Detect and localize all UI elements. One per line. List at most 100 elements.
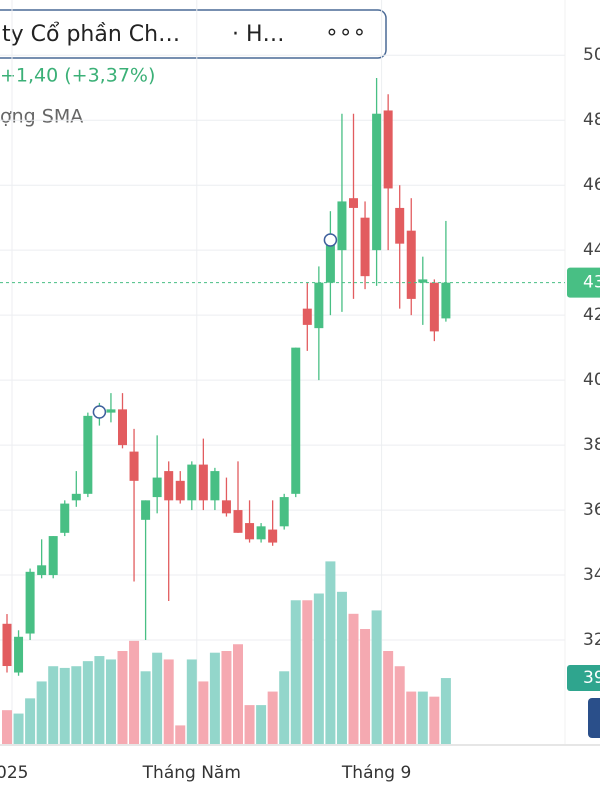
y-tick-label: 48 bbox=[583, 110, 600, 130]
volume-bar bbox=[175, 725, 186, 744]
y-tick-label: 44 bbox=[583, 240, 600, 260]
event-marker bbox=[92, 405, 107, 419]
volume-bar bbox=[325, 561, 336, 744]
menu-button[interactable]: ∘∘∘ bbox=[325, 20, 366, 45]
title: ty Cổ phần Ch… bbox=[2, 22, 180, 47]
candle-body bbox=[60, 503, 70, 533]
volume-bar bbox=[186, 659, 197, 744]
candle-body bbox=[141, 500, 151, 520]
exchange: · H… bbox=[232, 22, 285, 47]
candle-body bbox=[245, 523, 255, 540]
indicator-label: ợng SMA bbox=[0, 106, 83, 128]
volume-bar bbox=[279, 671, 290, 744]
candle-body bbox=[2, 623, 12, 667]
volume-bar bbox=[25, 698, 36, 744]
candle-body bbox=[418, 279, 428, 283]
volume-bar bbox=[152, 652, 163, 744]
last-volume-label: 39 bbox=[583, 668, 600, 688]
volume-bar bbox=[440, 678, 451, 744]
volume-bar bbox=[36, 681, 47, 744]
volume-bar bbox=[336, 591, 347, 744]
candle-body bbox=[383, 110, 393, 189]
volume-bar bbox=[383, 651, 394, 744]
y-tick-label: 42 bbox=[583, 305, 600, 325]
candle-body bbox=[279, 497, 289, 527]
candle-body bbox=[349, 198, 358, 208]
plot bbox=[0, 0, 565, 744]
candle-body bbox=[129, 451, 139, 481]
header-box[interactable] bbox=[0, 9, 387, 59]
candle-body bbox=[337, 201, 347, 251]
candle-body bbox=[83, 415, 93, 494]
candle-body bbox=[164, 471, 174, 501]
candle-body bbox=[406, 230, 416, 299]
y-tick-label: 32 bbox=[583, 630, 600, 650]
x-tick-label: 025 bbox=[0, 763, 28, 783]
volume-bar bbox=[302, 600, 313, 744]
volume-bar bbox=[244, 705, 255, 744]
volume-bar bbox=[406, 691, 417, 744]
candle-body bbox=[441, 282, 451, 319]
candle-body bbox=[198, 464, 208, 501]
volume-bar bbox=[313, 593, 324, 744]
y-tick-label: 34 bbox=[583, 565, 600, 585]
candle-body bbox=[302, 308, 312, 325]
candle-body bbox=[314, 282, 324, 329]
last-price-box bbox=[567, 267, 600, 298]
candle-body bbox=[37, 565, 47, 576]
volume-bar bbox=[209, 652, 220, 744]
volume-bar bbox=[290, 600, 301, 744]
volume-bar bbox=[140, 671, 151, 744]
volume-bar bbox=[394, 666, 405, 744]
last-volume-box bbox=[567, 665, 600, 692]
x-tick-label: Tháng 9 bbox=[341, 763, 411, 783]
candle-body bbox=[187, 464, 197, 501]
volume-bar bbox=[360, 629, 371, 744]
candle-body bbox=[210, 471, 220, 501]
volume-bar bbox=[71, 666, 82, 744]
candle-body bbox=[118, 409, 127, 446]
volume-bar bbox=[105, 659, 116, 744]
volume-bar bbox=[198, 681, 209, 744]
candle-body bbox=[25, 571, 35, 634]
volume-bar bbox=[429, 696, 440, 744]
volume-bar bbox=[256, 705, 267, 744]
candle-body bbox=[256, 526, 266, 540]
candle-body bbox=[372, 113, 382, 251]
candle-body bbox=[106, 409, 116, 413]
volume-bar bbox=[2, 710, 12, 744]
y-tick-label: 36 bbox=[583, 500, 600, 520]
candle-body bbox=[268, 529, 278, 543]
volume-bar bbox=[117, 651, 128, 744]
candle-body bbox=[325, 237, 335, 283]
volume-bar bbox=[233, 644, 243, 744]
candle-body bbox=[14, 636, 24, 673]
candle-body bbox=[48, 536, 58, 576]
volume-bar bbox=[221, 651, 232, 744]
volume-bar bbox=[129, 640, 140, 744]
candle-body bbox=[360, 217, 370, 277]
side-tab[interactable] bbox=[588, 698, 600, 738]
candle-body bbox=[152, 477, 162, 498]
price-change: +1,40 (+3,37%) bbox=[0, 65, 155, 87]
volume-bar bbox=[371, 610, 382, 744]
volume-bar bbox=[163, 659, 174, 744]
y-tick-label: 40 bbox=[583, 370, 600, 390]
volume-bar bbox=[267, 691, 278, 744]
candle-body bbox=[233, 510, 243, 533]
volume-bar bbox=[59, 667, 70, 744]
y-tick-label: 50 bbox=[583, 45, 600, 65]
volume-bar bbox=[13, 713, 24, 744]
volume-bar bbox=[48, 666, 59, 744]
last-price-label: 43 bbox=[583, 273, 600, 293]
volume-bar bbox=[417, 691, 428, 744]
candle-body bbox=[221, 500, 231, 514]
volume-bar bbox=[94, 656, 105, 744]
event-marker bbox=[323, 233, 338, 247]
volume-bar bbox=[348, 613, 359, 744]
candle-body bbox=[71, 493, 81, 501]
y-tick-label: 38 bbox=[583, 435, 600, 455]
candle-body bbox=[429, 282, 439, 332]
volume-bar bbox=[82, 661, 93, 744]
